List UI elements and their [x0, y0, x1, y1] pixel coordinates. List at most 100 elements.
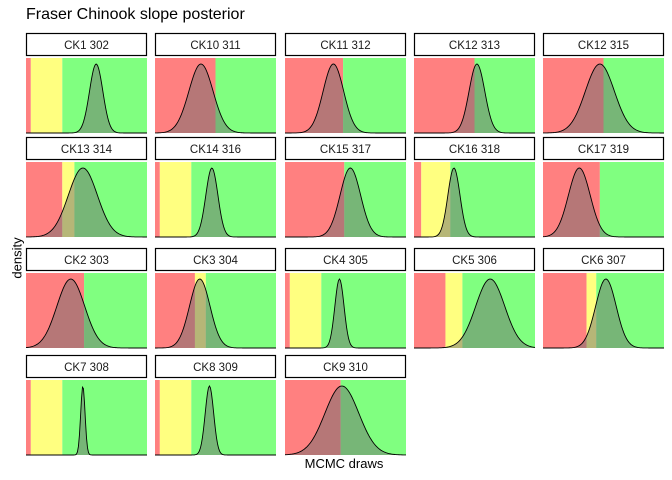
- density-line: [285, 278, 406, 349]
- density-line: [26, 385, 147, 456]
- facet-label: CK14 316: [190, 144, 241, 156]
- density-area: [26, 64, 147, 133]
- density-area: [155, 64, 276, 133]
- density-line: [414, 167, 535, 238]
- facet-strip: [154, 32, 277, 57]
- red-zone: [155, 380, 160, 455]
- facet-strip: [284, 32, 407, 57]
- density-area: [155, 279, 276, 348]
- facet-label: CK1 302: [64, 40, 109, 52]
- density-area: [155, 168, 276, 237]
- facet-panel: CK4 305: [284, 247, 407, 349]
- red-zone: [26, 58, 31, 133]
- density-line: [414, 63, 535, 134]
- facet-panel: CK3 304: [154, 247, 277, 349]
- yellow-zone: [289, 273, 322, 348]
- density-area: [543, 64, 664, 133]
- facet-label: CK6 307: [581, 255, 626, 267]
- facet-label: CK13 314: [61, 144, 113, 156]
- density-area: [26, 279, 147, 348]
- facet-strip: [154, 136, 277, 161]
- facet-strip: [413, 32, 536, 57]
- facet-label: CK11 312: [320, 40, 370, 52]
- facet-strip: [413, 136, 536, 161]
- facet-panel: CK7 308: [25, 354, 148, 456]
- x-axis-label: MCMC draws: [304, 456, 384, 471]
- facet-panel: CK13 314: [25, 136, 148, 238]
- facet-strip: [154, 354, 277, 379]
- facet-label: CK15 317: [320, 144, 371, 156]
- density-area: [285, 168, 406, 237]
- facet-strip: [25, 354, 148, 379]
- red-zone: [414, 273, 446, 348]
- density-line: [26, 63, 147, 134]
- red-zone: [285, 273, 290, 348]
- yellow-zone: [586, 273, 597, 348]
- facet-label: CK9 310: [323, 362, 368, 374]
- facet-strip: [25, 32, 148, 57]
- facet-panel: CK16 318: [413, 136, 536, 238]
- facet-label: CK10 311: [190, 40, 240, 52]
- facet-strip: [542, 136, 665, 161]
- yellow-zone: [159, 380, 192, 455]
- facet-label: CK16 318: [449, 144, 500, 156]
- density-line: [285, 167, 406, 238]
- facet-label: CK12 313: [449, 40, 500, 52]
- red-zone: [26, 380, 31, 455]
- facet-panel: CK5 306: [413, 247, 536, 349]
- facet-panel: CK11 312: [284, 32, 407, 134]
- density-area: [285, 279, 406, 348]
- density-line: [414, 278, 536, 349]
- yellow-zone: [159, 162, 192, 237]
- facet-label: CK8 309: [193, 362, 238, 374]
- facet-strip: [284, 354, 407, 379]
- density-line: [155, 278, 276, 349]
- density-line: [284, 385, 407, 456]
- density-area: [414, 279, 535, 348]
- facet-panel: CK6 307: [542, 247, 665, 349]
- density-area: [285, 386, 406, 455]
- density-line: [542, 167, 664, 238]
- facet-panel: CK1 302: [25, 32, 148, 134]
- facet-panel: CK12 315: [542, 32, 665, 134]
- density-area: [543, 279, 664, 348]
- facet-label: CK12 315: [578, 40, 629, 52]
- facet-strip: [413, 247, 536, 272]
- green-zone: [343, 58, 406, 133]
- density-line: [25, 167, 148, 238]
- facet-panel: CK15 317: [284, 136, 407, 238]
- facet-label: CK17 319: [578, 144, 629, 156]
- facet-strip: [284, 136, 407, 161]
- density-line: [155, 167, 276, 238]
- facet-panel: CK14 316: [154, 136, 277, 238]
- density-area: [155, 386, 276, 455]
- green-zone: [62, 380, 147, 455]
- chart-title: Fraser Chinook slope posterior: [26, 6, 245, 23]
- facet-panel: CK2 303: [25, 247, 148, 349]
- density-line: [543, 278, 664, 349]
- density-line: [154, 63, 276, 134]
- facet-strip: [25, 136, 148, 161]
- yellow-zone: [30, 380, 63, 455]
- density-line: [155, 385, 276, 456]
- red-zone: [414, 162, 422, 237]
- red-zone: [155, 162, 160, 237]
- facet-strip: [154, 247, 277, 272]
- density-line: [25, 278, 147, 349]
- facet-panel: CK17 319: [542, 136, 665, 238]
- facet-strip: [25, 247, 148, 272]
- facet-panel: CK9 310: [284, 354, 407, 456]
- facet-strip: [542, 32, 665, 57]
- facet-strip: [542, 247, 665, 272]
- density-line: [542, 63, 665, 134]
- density-area: [543, 168, 664, 237]
- facet-label: CK2 303: [64, 255, 109, 267]
- facet-label: CK4 305: [323, 255, 368, 267]
- facet-strip: [284, 247, 407, 272]
- facet-panel: CK10 311: [154, 32, 277, 134]
- green-zone: [599, 162, 664, 237]
- yellow-zone: [445, 273, 463, 348]
- density-line: [285, 63, 406, 134]
- density-area: [414, 64, 535, 133]
